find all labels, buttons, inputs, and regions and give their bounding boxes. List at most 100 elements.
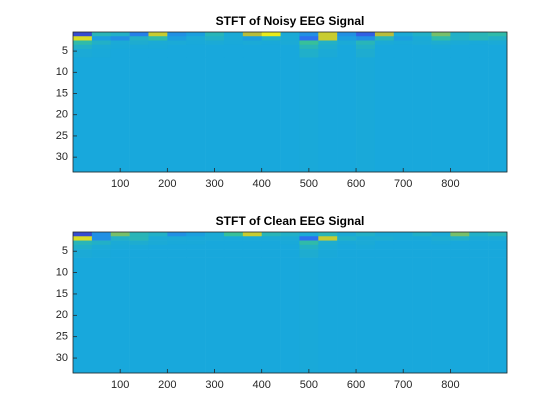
heatmap-cell <box>393 36 413 41</box>
heatmap-cell <box>110 48 130 58</box>
heatmap-cell <box>223 240 244 246</box>
heatmap-cell <box>318 36 338 41</box>
heatmap-cell <box>431 257 451 374</box>
heatmap-cell <box>469 32 489 37</box>
heatmap-cell <box>129 240 149 246</box>
heatmap-cell <box>488 32 508 37</box>
heatmap-cell <box>148 40 168 46</box>
heatmap-cell <box>242 232 262 237</box>
heatmap-cell <box>261 257 281 374</box>
heatmap-cell <box>167 44 187 50</box>
heatmap-cell <box>91 249 112 258</box>
heatmap-cell <box>374 249 395 258</box>
heatmap-cell <box>223 249 244 258</box>
heatmap-cell <box>186 232 206 237</box>
x-tick-label: 800 <box>441 178 459 190</box>
heatmap-cell <box>242 57 262 173</box>
heatmap-cell <box>337 32 357 37</box>
heatmap-cell <box>280 40 300 46</box>
heatmap-cell <box>223 257 244 374</box>
heatmap-cell <box>223 48 244 58</box>
heatmap-cell <box>223 232 244 237</box>
heatmap-cell <box>412 57 432 173</box>
heatmap-cell <box>337 244 357 250</box>
heatmap-cell <box>73 32 93 37</box>
heatmap-cell <box>431 232 451 237</box>
heatmap-cell <box>450 57 470 173</box>
heatmap-cell <box>148 240 168 246</box>
heatmap-cell <box>318 48 338 58</box>
heatmap-cell <box>469 232 489 237</box>
heatmap-cell <box>129 32 149 37</box>
heatmap-cell <box>318 236 338 241</box>
chart-title: STFT of Noisy EEG Signal <box>216 14 365 28</box>
heatmap-cell <box>488 240 508 246</box>
heatmap-cell <box>469 36 489 41</box>
heatmap-cell <box>280 240 300 246</box>
heatmap-cell <box>337 249 357 258</box>
heatmap-cell <box>186 244 206 250</box>
heatmap-cell <box>110 36 130 41</box>
heatmap-cell <box>280 244 300 250</box>
heatmap-cell <box>374 44 395 50</box>
x-tick-label: 600 <box>347 379 365 391</box>
heatmap-cell <box>412 48 432 58</box>
heatmap-cell <box>280 249 300 258</box>
heatmap-cell <box>129 249 149 258</box>
y-tick-label: 20 <box>56 109 68 121</box>
heatmap-cell <box>337 36 357 41</box>
heatmap-cell <box>431 40 451 46</box>
heatmap-cell <box>412 257 432 374</box>
heatmap-cell <box>450 44 470 50</box>
axes-box <box>72 31 508 173</box>
x-tick-label: 400 <box>253 379 271 391</box>
heatmap-cell <box>431 244 451 250</box>
heatmap-cell <box>223 236 244 241</box>
heatmap-cell <box>110 32 130 37</box>
heatmap-cell <box>167 236 187 241</box>
heatmap-cell <box>374 40 395 46</box>
axes-box <box>72 231 508 374</box>
heatmap-cell <box>261 36 281 41</box>
heatmap-cell <box>356 48 376 58</box>
heatmap-cell <box>242 36 262 41</box>
heatmap-cell <box>488 48 508 58</box>
heatmap-cell <box>91 257 112 374</box>
heatmap-cell <box>167 57 187 173</box>
heatmap-cell <box>393 48 413 58</box>
heatmap-cell <box>431 236 451 241</box>
heatmap-cell <box>356 44 376 50</box>
heatmap-cell <box>356 236 376 241</box>
heatmap-cell <box>450 48 470 58</box>
heatmap-cell <box>374 232 395 237</box>
heatmap-cell <box>110 240 130 246</box>
heatmap-cell <box>223 36 244 41</box>
heatmap-cell <box>73 40 93 46</box>
heatmap-cell <box>129 48 149 58</box>
x-tick-label: 200 <box>158 178 176 190</box>
heatmap-cell <box>242 40 262 46</box>
x-tick-label: 400 <box>253 178 271 190</box>
heatmap-cell <box>431 32 451 37</box>
heatmap-cell <box>393 249 413 258</box>
heatmap-cell <box>129 236 149 241</box>
heatmap-cell <box>205 36 225 41</box>
y-tick-label: 15 <box>56 87 68 99</box>
heatmap-cell <box>318 40 338 46</box>
heatmap-cell <box>186 48 206 58</box>
heatmap-cell <box>223 40 244 46</box>
heatmap-cell <box>450 36 470 41</box>
heatmap-cell <box>412 236 432 241</box>
y-tick-label: 25 <box>56 331 68 343</box>
heatmap-cell <box>393 257 413 374</box>
heatmap-cell <box>412 249 432 258</box>
heatmap-cell <box>148 236 168 241</box>
heatmap-cell <box>337 57 357 173</box>
heatmap-cell <box>412 40 432 46</box>
y-tick-label: 10 <box>56 266 68 278</box>
x-tick-label: 200 <box>158 379 176 391</box>
heatmap-cell <box>488 36 508 41</box>
heatmap-cell <box>242 249 262 258</box>
heatmap-cell <box>488 44 508 50</box>
heatmap-cell <box>280 48 300 58</box>
